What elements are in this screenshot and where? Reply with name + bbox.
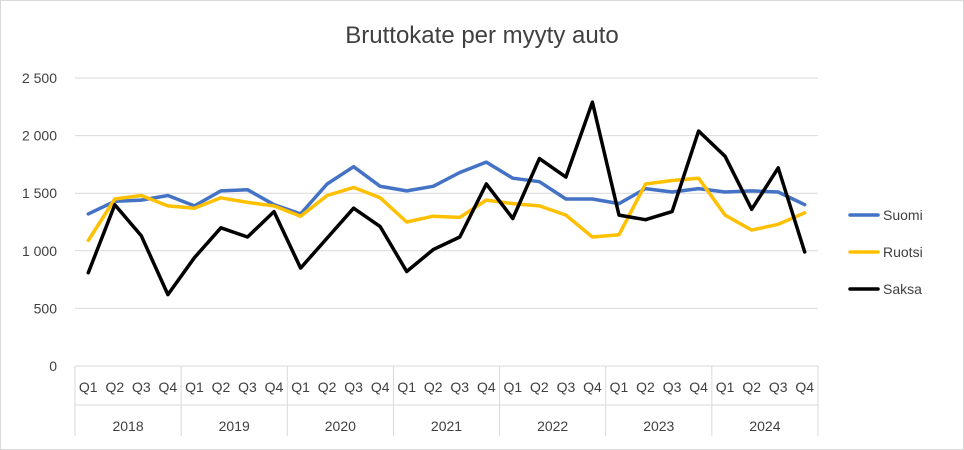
series-line-ruotsi [86,176,807,243]
y-tick-label: 0 [49,358,57,374]
year-label: 2021 [431,418,462,434]
x-tick-label: Q1 [291,379,310,395]
x-tick-label: Q1 [610,379,629,395]
series-line-suomi [86,160,807,216]
legend-label: Saksa [883,281,922,297]
legend-label: Ruotsi [883,244,923,260]
x-tick-label: Q3 [238,379,257,395]
x-tick-label: Q2 [424,379,443,395]
x-tick-label: Q3 [344,379,363,395]
x-tick-label: Q4 [477,379,496,395]
x-tick-label: Q2 [105,379,124,395]
x-tick-label: Q4 [583,379,602,395]
year-label: 2020 [325,418,356,434]
x-tick-label: Q1 [79,379,98,395]
x-tick-label: Q1 [185,379,204,395]
category-axis [74,365,819,436]
x-tick-label: Q3 [769,379,788,395]
y-tick-label: 1 500 [22,185,57,201]
chart-title: Bruttokate per myyty auto [345,22,619,49]
x-tick-label: Q3 [663,379,682,395]
year-label: 2022 [537,418,568,434]
x-tick-label: Q3 [132,379,151,395]
x-tick-label: Q1 [716,379,735,395]
x-axis-ticks: Q1 Q2 Q3 Q4 Q1 Q2 Q3 Q4 Q1 Q2 Q3 Q4 Q1 Q2 Q3 Q4 Q1 Q2 Q3 Q4… [79,379,814,434]
x-tick-label: Q4 [689,379,708,395]
y-tick-label: 2 500 [22,70,57,86]
x-tick-label: Q2 [742,379,761,395]
legend: Suomi Ruotsi Saksa [848,207,923,297]
year-label: 2023 [643,418,674,434]
gridlines [75,77,818,309]
year-label: 2024 [749,418,780,434]
year-label: 2019 [219,418,250,434]
year-label: 2018 [112,418,143,434]
y-tick-label: 2 000 [22,128,57,144]
x-tick-label: Q4 [371,379,390,395]
x-tick-label: Q4 [795,379,814,395]
series-lines [86,100,807,297]
y-axis-ticks: 0 500 1 000 1 500 2 000 2 500 [22,70,57,374]
x-tick-label: Q3 [557,379,576,395]
x-tick-label: Q3 [450,379,469,395]
y-tick-label: 1 000 [22,243,57,259]
x-tick-label: Q4 [265,379,284,395]
x-tick-label: Q2 [212,379,231,395]
x-tick-label: Q2 [530,379,549,395]
x-tick-label: Q2 [636,379,655,395]
x-tick-label: Q1 [503,379,522,395]
x-tick-label: Q1 [397,379,416,395]
y-tick-label: 500 [34,300,58,316]
series-line-saksa [86,100,807,297]
x-tick-label: Q4 [159,379,178,395]
x-tick-label: Q2 [318,379,337,395]
legend-label: Suomi [883,207,923,223]
